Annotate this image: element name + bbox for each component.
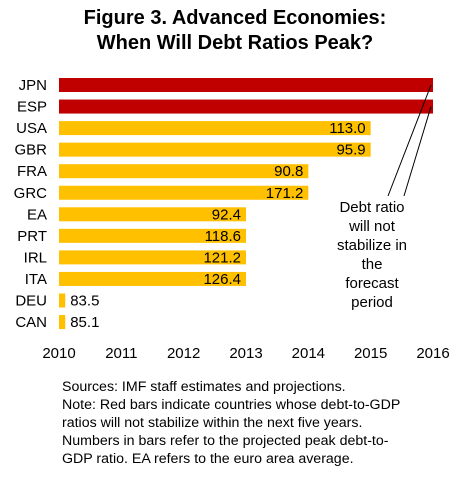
footnote-line-3: ratios will not stabilize within the nex… — [62, 415, 363, 431]
data-label-grc: 171.2 — [266, 185, 304, 202]
category-label-ea: EA — [27, 206, 47, 223]
bar-grc — [59, 185, 309, 200]
footnote-line-4: Numbers in bars refer to the projected p… — [62, 433, 389, 449]
x-axis-ticks: 2010 2011 2012 2013 2014 2015 2016 — [42, 345, 449, 362]
data-labels: 113.0 95.9 90.8 171.2 92.4 118.6 121.2 126.4 83.… — [70, 120, 365, 331]
category-label-fra: FRA — [17, 163, 47, 180]
category-label-grc: GRC — [14, 185, 48, 202]
x-tick-label-2016: 2016 — [416, 345, 449, 362]
bar-esp — [59, 99, 433, 114]
footnote-line-2: Note: Red bars indicate countries whose … — [62, 397, 401, 413]
bar-fra — [59, 164, 309, 179]
bar-prt — [59, 228, 246, 243]
chart-title: Figure 3. Advanced Economies: When Will … — [0, 6, 470, 56]
category-label-gbr: GBR — [14, 142, 47, 159]
data-label-prt: 118.6 — [205, 228, 241, 245]
bar-jpn — [59, 78, 433, 92]
annotation-line-5: forecast — [345, 275, 399, 292]
x-tick-label-2011: 2011 — [105, 345, 137, 362]
category-label-jpn: JPN — [19, 77, 47, 94]
x-tick-label-2010: 2010 — [42, 345, 75, 362]
bar-usa — [59, 121, 371, 136]
category-label-esp: ESP — [17, 99, 47, 116]
annotation-line-2: will not — [349, 218, 395, 235]
annotation-pointer-line — [403, 106, 432, 197]
bar-ita — [59, 271, 246, 286]
annotation-box: Debt ratio will not stabilize in the for… — [318, 196, 426, 314]
annotation-line-1: Debt ratio — [339, 199, 405, 216]
bar-can — [59, 315, 66, 330]
category-label-usa: USA — [16, 120, 47, 137]
footnote-line-1: Sources: IMF staff estimates and project… — [62, 379, 346, 395]
annotation-lines — [387, 84, 432, 197]
category-label-can: CAN — [15, 314, 47, 331]
bar-deu — [59, 293, 66, 308]
bars-group — [59, 78, 433, 330]
x-tick-label-2014: 2014 — [292, 345, 325, 362]
x-tick-label-2012: 2012 — [167, 345, 200, 362]
x-tick-label-2013: 2013 — [229, 345, 262, 362]
data-label-ita: 126.4 — [203, 271, 241, 288]
category-labels: JPN ESP USA GBR FRA GRC EA PRT IRL ITA DEU CAN — [14, 77, 48, 331]
category-label-ita: ITA — [25, 271, 47, 288]
data-label-can: 85.1 — [70, 314, 99, 331]
data-label-deu: 83.5 — [70, 293, 99, 310]
annotation-line-6: period — [351, 294, 393, 311]
data-label-ea: 92.4 — [212, 206, 241, 223]
bar-irl — [59, 250, 246, 265]
category-label-deu: DEU — [15, 293, 47, 310]
data-label-gbr: 95.9 — [336, 142, 365, 159]
annotation-line-4: the — [361, 256, 383, 273]
bar-gbr — [59, 142, 371, 157]
category-label-irl: IRL — [24, 249, 47, 266]
x-tick-label-2015: 2015 — [354, 345, 387, 362]
data-label-irl: 121.2 — [203, 249, 241, 266]
data-label-usa: 113.0 — [329, 120, 365, 137]
bar-ea — [59, 207, 246, 222]
annotation-pointer-line — [387, 84, 432, 197]
footnote: Sources: IMF staff estimates and project… — [62, 378, 462, 468]
footnote-line-5: GDP ratio. EA refers to the euro area av… — [62, 451, 354, 467]
category-label-prt: PRT — [17, 228, 47, 245]
data-label-fra: 90.8 — [274, 163, 303, 180]
chart-title-line-1: Figure 3. Advanced Economies: — [83, 7, 387, 29]
annotation-line-3: stabilize in — [336, 237, 408, 254]
chart-title-line-2: When Will Debt Ratios Peak? — [96, 32, 374, 54]
